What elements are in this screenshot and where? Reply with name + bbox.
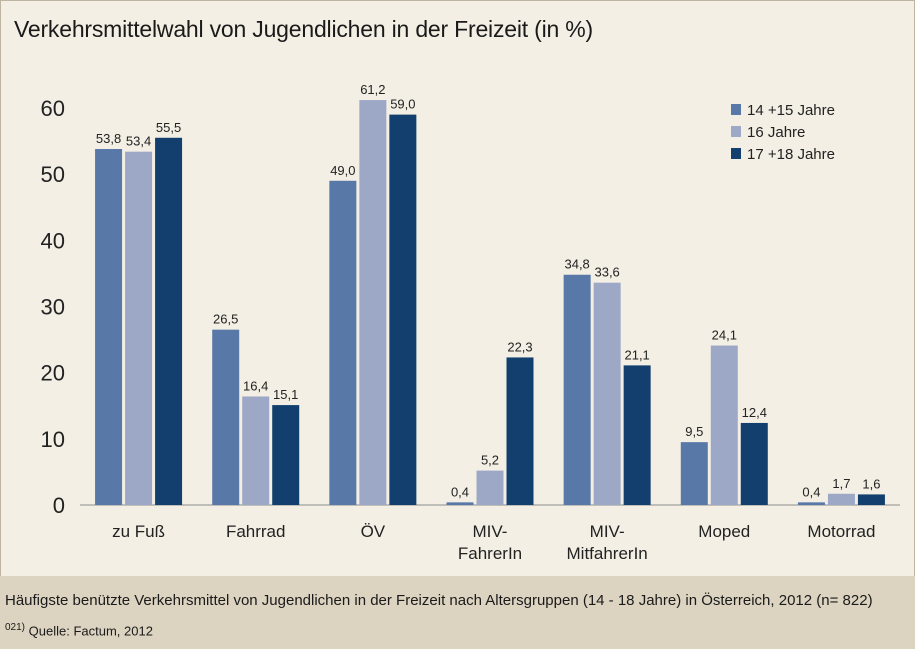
bar — [563, 274, 591, 505]
x-tick-label: Fahrrad — [226, 522, 286, 541]
bar — [329, 180, 357, 506]
data-label: 16,4 — [243, 378, 268, 393]
source-text: Quelle: Factum, 2012 — [28, 623, 153, 639]
data-label: 26,5 — [213, 312, 238, 327]
bar — [272, 405, 300, 505]
legend-label: 16 Jahre — [747, 124, 805, 141]
x-axis: zu Fuß Fahrrad ÖV MIV- FahrerIn MIV- Mitfahrer… — [112, 522, 875, 563]
legend-label: 17 +18 Jahre — [747, 146, 835, 163]
x-tick-label: Moped — [698, 522, 750, 541]
data-label: 0,4 — [451, 484, 469, 499]
legend-swatch — [731, 148, 741, 159]
data-label: 5,2 — [481, 453, 499, 468]
x-tick-label: ÖV — [361, 522, 386, 541]
y-tick-label: 60 — [41, 96, 65, 121]
figure-source: 021) Quelle: Factum, 2012 — [5, 622, 153, 638]
data-label: 21,1 — [624, 347, 649, 362]
bar — [857, 494, 885, 505]
y-tick-label: 0 — [53, 493, 65, 518]
bar — [242, 396, 270, 505]
y-axis: 0 10 20 30 40 50 60 — [41, 96, 900, 518]
bar — [827, 493, 855, 505]
chart-title: Verkehrsmittelwahl von Jugendlichen in d… — [14, 16, 593, 42]
data-label: 53,8 — [96, 131, 121, 146]
bar — [593, 282, 621, 505]
legend-swatch — [731, 104, 741, 115]
bar — [476, 470, 504, 505]
bar — [95, 149, 123, 506]
y-tick-label: 20 — [41, 361, 65, 386]
bar — [740, 422, 768, 505]
data-label: 24,1 — [712, 328, 737, 343]
bar — [506, 357, 534, 505]
data-label: 55,5 — [156, 120, 181, 135]
x-tick-label: zu Fuß — [112, 522, 165, 541]
figure-caption: Häufigste benützte Verkehrsmittel von Ju… — [5, 592, 873, 609]
bar — [623, 365, 651, 505]
bar — [710, 345, 738, 505]
bar — [680, 442, 708, 505]
bar — [359, 100, 387, 505]
data-label: 1,7 — [832, 476, 850, 491]
bar — [446, 502, 474, 505]
data-label: 9,5 — [685, 424, 703, 439]
bars: 53,8 53,4 55,5 26,5 16,4 15,1 49,0 61,2 59,0 0,4 5… — [95, 82, 885, 506]
data-label: 53,4 — [126, 134, 151, 149]
y-tick-label: 40 — [41, 228, 65, 253]
data-label: 12,4 — [742, 405, 767, 420]
data-label: 33,6 — [594, 265, 619, 280]
bar — [212, 329, 240, 505]
data-label: 0,4 — [802, 484, 820, 499]
legend-label: 14 +15 Jahre — [747, 102, 835, 119]
data-label: 22,3 — [507, 339, 532, 354]
data-label: 1,6 — [862, 476, 880, 491]
y-tick-label: 10 — [41, 427, 65, 452]
footnote-number: 021) — [5, 622, 26, 633]
x-tick-label: MIV- — [473, 522, 508, 541]
x-tick-label: FahrerIn — [458, 544, 522, 563]
data-label: 61,2 — [360, 82, 385, 97]
y-tick-label: 30 — [41, 295, 65, 320]
legend-swatch — [731, 126, 741, 137]
data-label: 49,0 — [330, 163, 355, 178]
x-tick-label: Motorrad — [807, 522, 875, 541]
data-label: 34,8 — [564, 257, 589, 272]
bar-chart: 0 10 20 30 40 50 60 53,8 53,4 55,5 26,5 16,4 15,1 49… — [41, 82, 900, 563]
bar — [125, 151, 153, 506]
bar — [389, 114, 417, 505]
caption-bar — [0, 576, 915, 649]
bar — [155, 137, 183, 505]
x-tick-label: MitfahrerIn — [567, 544, 648, 563]
y-tick-label: 50 — [41, 162, 65, 187]
data-label: 59,0 — [390, 97, 415, 112]
bar — [797, 502, 825, 505]
data-label: 15,1 — [273, 387, 298, 402]
legend: 14 +15 Jahre 16 Jahre 17 +18 Jahre — [731, 102, 835, 163]
x-tick-label: MIV- — [590, 522, 625, 541]
